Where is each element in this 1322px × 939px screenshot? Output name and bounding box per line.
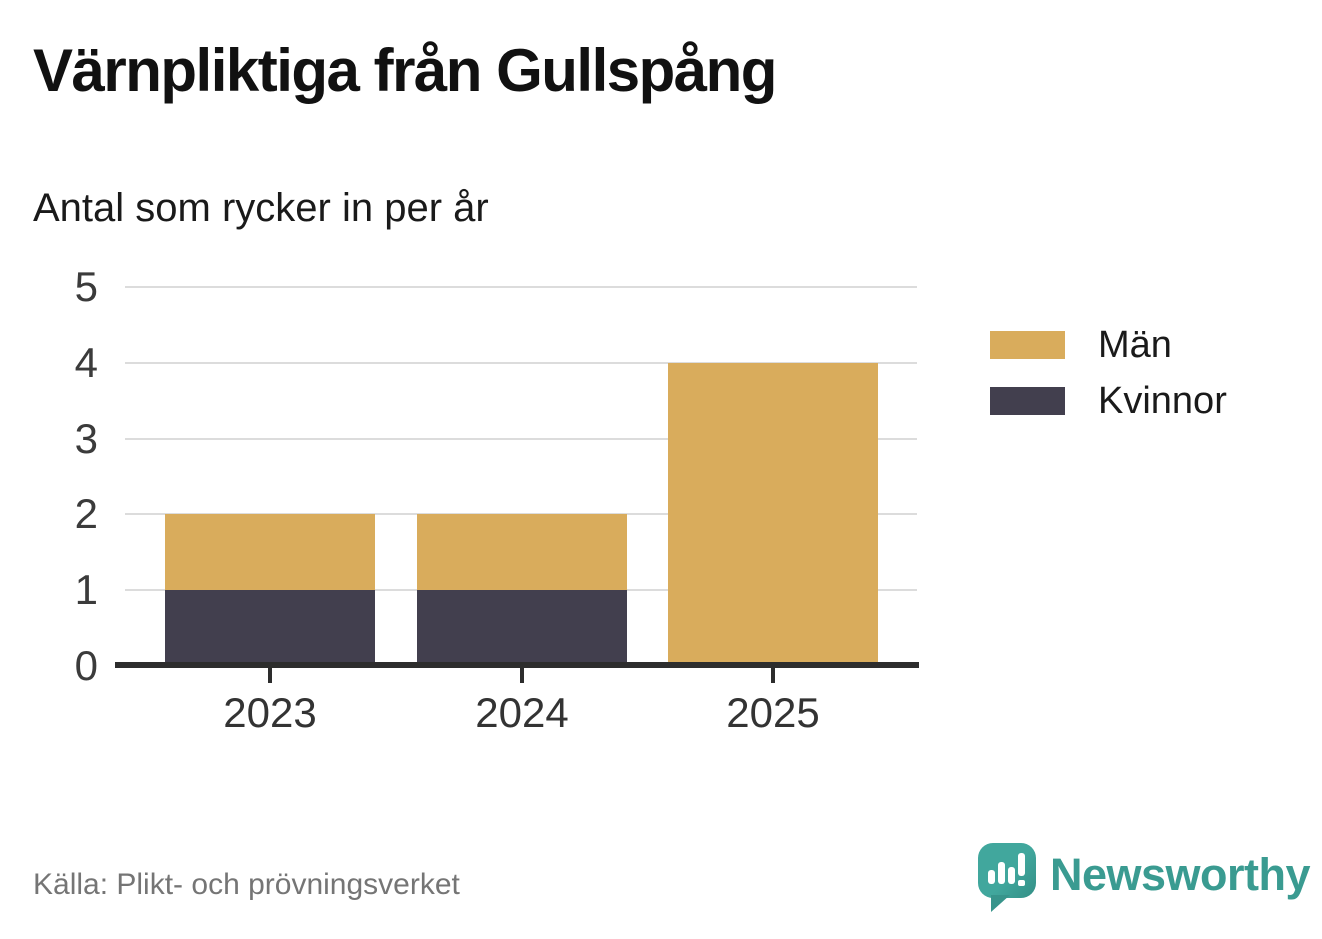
newsworthy-brand-link[interactable]: Newsworthy <box>978 843 1311 919</box>
x-tick-label-2023: 2023 <box>223 689 317 736</box>
x-tick-2023 <box>268 668 272 683</box>
chart-subtitle: Antal som rycker in per år <box>33 186 489 230</box>
bar-2024-män <box>417 514 627 591</box>
y-tick-label-4: 4 <box>74 338 98 386</box>
logo-chart-bar <box>988 870 995 884</box>
newsworthy-logo-icon <box>978 843 1040 919</box>
x-axis-baseline <box>115 662 919 668</box>
logo-exclamation-bar <box>1018 853 1025 876</box>
bar-2023-män <box>165 514 375 591</box>
speech-bubble-shape <box>978 843 1036 898</box>
gridline-y4 <box>125 361 917 364</box>
legend-item-men: Män <box>990 326 1172 364</box>
source-note: Källa: Plikt- och prövningsverket <box>33 868 460 901</box>
bar-2025-män <box>668 362 878 666</box>
gridline-y3 <box>125 437 917 440</box>
gridline-y5 <box>125 286 917 288</box>
x-tick-2024 <box>520 668 524 683</box>
brand-name: Newsworthy <box>1050 849 1311 900</box>
plot-area <box>125 286 917 666</box>
bar-2023-kvinnor <box>165 590 375 666</box>
bar-2024-kvinnor <box>417 590 627 666</box>
logo-chart-bar <box>1008 867 1015 884</box>
legend-label-men: Män <box>1098 324 1172 366</box>
legend-swatch-women <box>990 387 1065 415</box>
legend-item-women: Kvinnor <box>990 382 1227 420</box>
y-tick-label-5: 5 <box>74 263 98 310</box>
legend-label-women: Kvinnor <box>1098 380 1227 422</box>
speech-bubble-tail <box>991 895 1010 912</box>
x-tick-2025 <box>771 668 775 683</box>
logo-chart-bar <box>998 862 1005 884</box>
chart-title: Värnpliktiga från Gullspång <box>33 37 777 104</box>
y-tick-label-1: 1 <box>74 566 98 614</box>
x-tick-label-2025: 2025 <box>726 689 820 736</box>
y-tick-label-2: 2 <box>74 490 98 538</box>
y-tick-label-0: 0 <box>74 642 98 689</box>
x-tick-label-2024: 2024 <box>475 689 569 736</box>
logo-exclamation-dot <box>1018 880 1025 886</box>
legend-swatch-men <box>990 331 1065 359</box>
y-tick-label-3: 3 <box>74 414 98 462</box>
